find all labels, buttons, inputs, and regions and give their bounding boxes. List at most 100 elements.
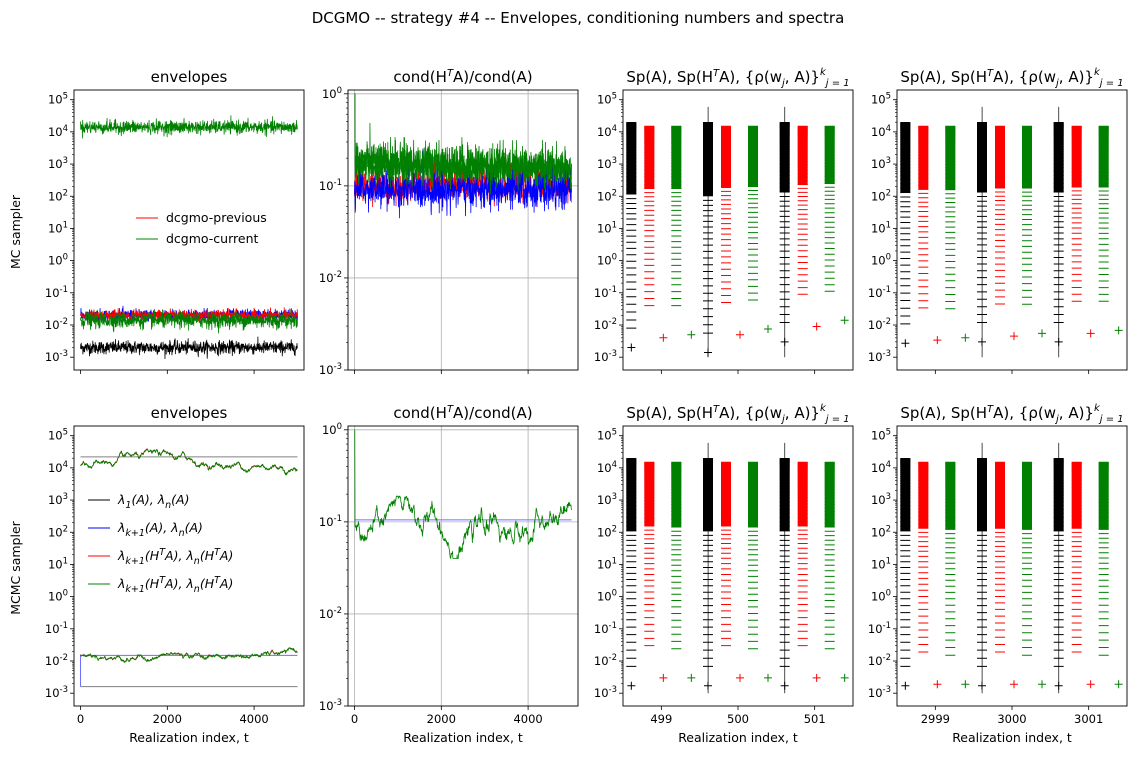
y-tick-label: 101 bbox=[597, 220, 617, 235]
plus-marker bbox=[659, 333, 668, 342]
plus-marker bbox=[1010, 680, 1018, 689]
y-tick-label: 100 bbox=[48, 253, 68, 268]
y-tick-label: 10-3 bbox=[45, 685, 68, 700]
panel-mc-envelopes: 10-3 10-2 10-1 100 101 102 103 104 105 envelopes d… bbox=[45, 68, 305, 374]
eigenvalue-dense-block bbox=[824, 126, 835, 184]
eigenvalue-dense-block bbox=[797, 126, 808, 186]
panel-mc-cond: 10-3 10-2 10-1 100 cond(HTA)/cond(A) bbox=[319, 68, 579, 377]
envelopes-title: envelopes bbox=[151, 404, 228, 422]
y-tick-label: 102 bbox=[597, 524, 617, 539]
plus-marker bbox=[780, 337, 789, 346]
y-tick-label: 105 bbox=[597, 92, 617, 107]
plus-marker bbox=[1054, 337, 1063, 346]
x-tick-label: 501 bbox=[804, 712, 826, 726]
row-label-mc: MC sampler bbox=[8, 194, 23, 269]
plus-marker bbox=[1114, 326, 1123, 335]
legend-label: λk+1(A), λn(A) bbox=[117, 520, 203, 539]
axes-frame bbox=[347, 89, 579, 371]
row-label-mcmc: MCMC sampler bbox=[8, 520, 23, 614]
y-tick-label: 10-3 bbox=[594, 685, 617, 700]
x-axis-label: Realization index, t bbox=[952, 730, 1072, 745]
axes-frame bbox=[73, 89, 305, 371]
eigenvalue-dense-block bbox=[824, 462, 835, 528]
spec-title: Sp(A), Sp(HTA), {ρ(wj, A)}kj = 1 bbox=[900, 67, 1123, 89]
plus-marker bbox=[780, 681, 789, 690]
y-tick-label: 105 bbox=[48, 428, 68, 443]
eigenvalue-dense-block bbox=[748, 126, 758, 188]
x-tick-label: 4000 bbox=[239, 712, 268, 726]
eigenvalue-dense-block bbox=[1022, 462, 1032, 530]
y-tick-label: 10-2 bbox=[45, 653, 68, 668]
eigenvalue-dense-block bbox=[900, 122, 911, 194]
y-tick-label: 10-1 bbox=[45, 285, 68, 300]
y-tick-label: 104 bbox=[48, 124, 68, 139]
plus-marker bbox=[736, 673, 744, 682]
plus-marker bbox=[704, 681, 712, 690]
eigenvalue-dense-block bbox=[995, 462, 1005, 529]
y-tick-label: 10-2 bbox=[45, 317, 68, 332]
plus-marker bbox=[812, 673, 821, 682]
plus-marker bbox=[1038, 680, 1046, 689]
legend-label: dcgmo-previous bbox=[166, 210, 267, 225]
y-tick-label: 104 bbox=[48, 460, 68, 475]
y-tick-label: 101 bbox=[48, 220, 68, 235]
series-green-lower bbox=[80, 647, 298, 663]
eigenvalue-dense-block bbox=[644, 126, 655, 190]
y-tick-label: 100 bbox=[871, 253, 891, 268]
spec-title: Sp(A), Sp(HTA), {ρ(wj, A)}kj = 1 bbox=[626, 67, 849, 89]
envelopes-title: envelopes bbox=[151, 68, 228, 86]
y-tick-label: 101 bbox=[871, 220, 891, 235]
panel-mc-spectra-1: 10-3 10-2 10-1 100 101 102 103 104 105 Sp(A), Sp(… bbox=[594, 67, 854, 374]
eigenvalue-dense-block bbox=[977, 122, 987, 193]
eigenvalue-dense-block bbox=[671, 126, 682, 190]
y-tick-label: 103 bbox=[871, 492, 891, 507]
x-tick-label: 499 bbox=[650, 712, 672, 726]
y-tick-label: 100 bbox=[322, 422, 342, 437]
y-tick-label: 103 bbox=[48, 492, 68, 507]
eigenvalue-dense-block bbox=[1053, 122, 1064, 193]
series-black-lower bbox=[80, 336, 298, 360]
y-tick-label: 10-3 bbox=[868, 349, 891, 364]
panel-mcmc-cond: 10-3 10-2 10-1 100 0 2000 4000 cond(HTA)/cond(A… bbox=[319, 404, 579, 745]
axes-frame bbox=[622, 89, 854, 371]
plus-marker bbox=[1010, 332, 1018, 341]
panel-mcmc-spectra-1: 10-3 10-2 10-1 100 101 102 103 104 105 499 500 501 S… bbox=[594, 403, 854, 745]
eigenvalue-dense-block bbox=[626, 122, 637, 195]
eigenvalue-dense-block bbox=[1071, 126, 1082, 188]
cond-title: cond(HTA)/cond(A) bbox=[393, 68, 532, 86]
x-axis-label: Realization index, t bbox=[129, 730, 249, 745]
y-tick-label: 10-3 bbox=[319, 698, 342, 713]
legend-label: λ1(A), λn(A) bbox=[117, 492, 189, 511]
series-green-lower bbox=[80, 308, 298, 334]
eigenvalue-dense-block bbox=[918, 126, 929, 190]
plus-marker bbox=[659, 673, 668, 682]
y-tick-label: 10-3 bbox=[594, 349, 617, 364]
plus-marker bbox=[627, 681, 636, 690]
y-tick-label: 105 bbox=[48, 92, 68, 107]
eigenvalue-dense-block bbox=[779, 458, 790, 532]
x-axis-label: Realization index, t bbox=[403, 730, 523, 745]
eigenvalue-dense-block bbox=[671, 462, 682, 528]
plus-marker bbox=[933, 336, 942, 345]
cond-title: cond(HTA)/cond(A) bbox=[393, 404, 532, 422]
y-tick-label: 10-1 bbox=[868, 621, 891, 636]
eigenvalue-dense-block bbox=[1022, 126, 1032, 189]
y-tick-label: 10-2 bbox=[594, 317, 617, 332]
y-tick-label: 100 bbox=[48, 589, 68, 604]
plus-marker bbox=[1114, 680, 1123, 689]
y-tick-label: 105 bbox=[871, 92, 891, 107]
y-tick-label: 101 bbox=[871, 556, 891, 571]
eigenvalue-dense-block bbox=[995, 126, 1005, 189]
plus-marker bbox=[736, 330, 744, 339]
x-tick-label: 500 bbox=[727, 712, 749, 726]
x-axis-label: Realization index, t bbox=[678, 730, 798, 745]
eigenvalue-dense-block bbox=[918, 462, 929, 529]
y-tick-label: 10-2 bbox=[594, 653, 617, 668]
eigenvalue-dense-block bbox=[977, 458, 987, 532]
legend-label: λk+1(HTA), λn(HTA) bbox=[117, 547, 233, 567]
eigenvalue-dense-block bbox=[703, 122, 713, 197]
plus-marker bbox=[1086, 680, 1095, 689]
eigenvalue-dense-block bbox=[945, 462, 956, 530]
eigenvalue-dense-block bbox=[900, 458, 911, 532]
